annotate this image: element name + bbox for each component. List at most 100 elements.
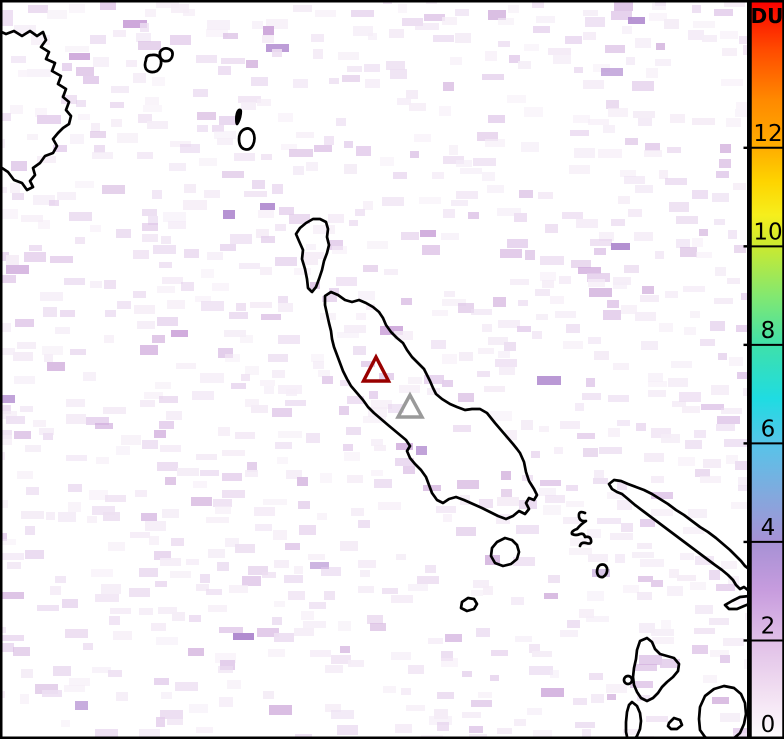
noise-pixel bbox=[363, 201, 373, 210]
noise-pixel bbox=[588, 279, 605, 287]
noise-pixel bbox=[688, 509, 707, 518]
noise-pixel bbox=[513, 557, 535, 566]
noise-pixel bbox=[200, 373, 224, 383]
noise-pixel bbox=[659, 323, 673, 332]
noise-pixel bbox=[585, 17, 605, 27]
noise-pixel bbox=[574, 148, 595, 158]
noise-pixel bbox=[184, 184, 196, 193]
noise-pixel bbox=[218, 666, 233, 673]
noise-pixel bbox=[225, 538, 239, 547]
noise-pixel bbox=[511, 597, 524, 605]
noise-pixel bbox=[621, 523, 633, 532]
noise-pixel bbox=[617, 420, 630, 426]
noise-pixel bbox=[129, 588, 150, 597]
noise-pixel bbox=[639, 623, 655, 633]
noise-pixel bbox=[651, 428, 671, 438]
noise-pixel bbox=[35, 684, 58, 694]
noise-pixel bbox=[42, 346, 63, 355]
noise-pixel bbox=[380, 157, 394, 166]
noise-pixel bbox=[142, 440, 158, 449]
noise-pixel bbox=[310, 282, 320, 289]
noise-pixel bbox=[398, 4, 407, 13]
noise-pixel bbox=[100, 1, 116, 10]
noise-pixel bbox=[266, 19, 288, 29]
noise-pixel bbox=[498, 320, 520, 328]
noise-pixel bbox=[442, 380, 453, 387]
noise-pixel bbox=[197, 125, 208, 132]
noise-pixel bbox=[139, 568, 158, 577]
noise-pixel bbox=[714, 219, 725, 225]
noise-pixel bbox=[510, 279, 529, 285]
noise-pixel bbox=[360, 570, 370, 577]
coastline-island-southeast-mitten bbox=[631, 636, 681, 703]
noise-pixel bbox=[719, 159, 731, 168]
noise-pixel bbox=[43, 433, 53, 440]
noise-pixel bbox=[562, 212, 583, 219]
noise-pixel bbox=[304, 258, 318, 265]
noise-pixel bbox=[230, 234, 252, 244]
noise-pixel bbox=[14, 25, 36, 34]
noise-pixel bbox=[83, 76, 99, 84]
noise-pixel bbox=[692, 645, 708, 654]
noise-pixel bbox=[519, 190, 533, 198]
noise-pixel bbox=[332, 246, 347, 254]
noise-pixel bbox=[340, 541, 358, 551]
noise-pixel bbox=[573, 115, 590, 123]
noise-pixel bbox=[582, 729, 591, 738]
noise-pixel bbox=[566, 501, 584, 507]
noise-pixel bbox=[140, 345, 158, 355]
noise-pixel bbox=[207, 252, 223, 260]
noise-pixel bbox=[220, 660, 235, 670]
noise-pixel bbox=[408, 584, 428, 591]
noise-pixel bbox=[295, 734, 312, 738]
noise-pixel bbox=[161, 692, 172, 699]
noise-pixel bbox=[608, 395, 629, 402]
noise-pixel bbox=[566, 324, 580, 333]
noise-pixel bbox=[617, 500, 632, 510]
noise-pixel bbox=[347, 475, 363, 483]
noise-pixel bbox=[621, 305, 637, 314]
noise-pixel bbox=[672, 401, 686, 407]
noise-pixel bbox=[637, 543, 652, 549]
noise-pixel bbox=[241, 102, 256, 110]
noise-pixel bbox=[195, 296, 211, 302]
noise-pixel bbox=[109, 616, 120, 625]
noise-pixel bbox=[483, 586, 493, 595]
noise-pixel bbox=[76, 100, 86, 107]
noise-pixel bbox=[218, 427, 230, 436]
noise-pixel bbox=[14, 431, 31, 439]
noise-pixel bbox=[678, 457, 695, 466]
noise-pixel bbox=[586, 378, 595, 387]
volcano-marker-dark-red bbox=[360, 353, 392, 383]
noise-pixel bbox=[233, 633, 254, 640]
noise-pixel bbox=[329, 240, 343, 250]
noise-pixel bbox=[156, 717, 165, 727]
noise-pixel bbox=[406, 90, 418, 99]
noise-pixel bbox=[21, 511, 44, 519]
noise-pixel bbox=[498, 18, 514, 25]
noise-pixel bbox=[1, 691, 5, 698]
noise-pixel bbox=[208, 549, 225, 558]
noise-pixel bbox=[479, 499, 493, 508]
noise-pixel bbox=[108, 670, 122, 677]
noise-pixel bbox=[14, 376, 35, 384]
noise-pixel bbox=[298, 501, 310, 509]
noise-pixel bbox=[53, 145, 67, 152]
noise-pixel bbox=[529, 644, 540, 653]
noise-pixel bbox=[103, 407, 126, 414]
noise-pixel bbox=[1, 323, 11, 332]
noise-pixel bbox=[57, 192, 76, 200]
noise-pixel bbox=[680, 553, 694, 560]
noise-pixel bbox=[171, 4, 189, 13]
noise-pixel bbox=[239, 263, 260, 269]
noise-pixel bbox=[351, 10, 374, 17]
noise-pixel bbox=[374, 445, 386, 451]
noise-pixel bbox=[745, 613, 747, 620]
noise-pixel bbox=[145, 521, 166, 531]
noise-pixel bbox=[743, 45, 747, 55]
noise-pixel bbox=[646, 716, 668, 722]
noise-pixel bbox=[170, 35, 191, 45]
noise-pixel bbox=[337, 725, 358, 735]
noise-pixel bbox=[144, 392, 163, 399]
